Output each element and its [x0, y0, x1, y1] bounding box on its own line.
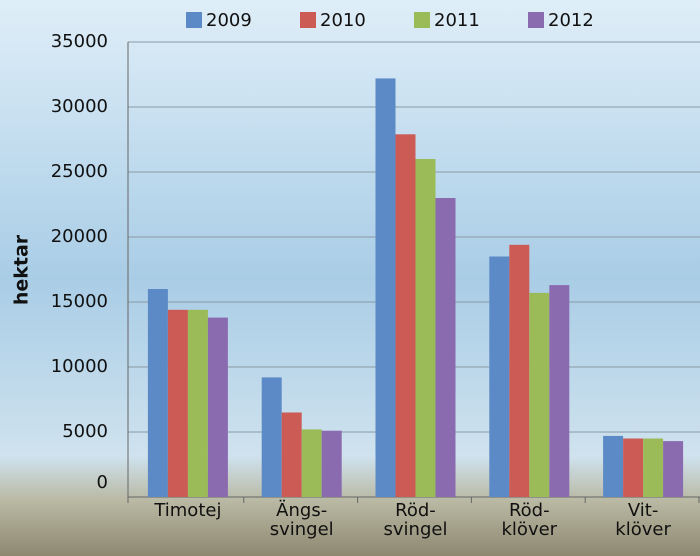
- y-tick-label: 20000: [51, 226, 108, 247]
- y-tick-label: 35000: [51, 31, 108, 52]
- bar: [489, 257, 509, 498]
- bar: [623, 439, 643, 498]
- legend-label: 2011: [434, 10, 480, 31]
- legend-swatch: [414, 12, 430, 28]
- bar: [208, 318, 228, 497]
- bar: [376, 78, 396, 497]
- bar: [282, 413, 302, 498]
- bar: [549, 285, 569, 497]
- page: {"chart_data": {"type": "bar", "y_label"…: [0, 0, 700, 556]
- legend-label: 2012: [548, 10, 594, 31]
- x-tick-label: Timotej: [153, 500, 221, 521]
- bar: [262, 377, 282, 497]
- bar: [396, 134, 416, 497]
- y-tick-label: 15000: [51, 291, 108, 312]
- y-tick-label: 0: [97, 472, 108, 493]
- legend-label: 2010: [320, 10, 366, 31]
- bar: [663, 441, 683, 497]
- bar: [603, 436, 623, 497]
- x-tick-label: Röd-klöver: [502, 500, 558, 540]
- legend-label: 2009: [206, 10, 252, 31]
- chart: hektar 0 5000 10000 15000 20000 25000 30000 350…: [0, 0, 700, 556]
- bar: [148, 289, 168, 497]
- bar: [436, 198, 456, 497]
- bar: [529, 293, 549, 497]
- x-tick-label: Ängs-svingel: [270, 500, 334, 540]
- bar: [188, 310, 208, 497]
- y-tick-label: 5000: [62, 421, 108, 442]
- y-tick-label: 25000: [51, 161, 108, 182]
- bar: [168, 310, 188, 497]
- bar: [509, 245, 529, 497]
- legend-swatch: [186, 12, 202, 28]
- bar: [302, 429, 322, 497]
- legend-swatch: [300, 12, 316, 28]
- y-axis-label: hektar: [11, 234, 33, 305]
- legend-swatch: [528, 12, 544, 28]
- bar: [416, 159, 436, 497]
- bar: [322, 431, 342, 497]
- bar: [643, 439, 663, 498]
- y-tick-label: 30000: [51, 96, 108, 117]
- y-tick-label: 10000: [51, 356, 108, 377]
